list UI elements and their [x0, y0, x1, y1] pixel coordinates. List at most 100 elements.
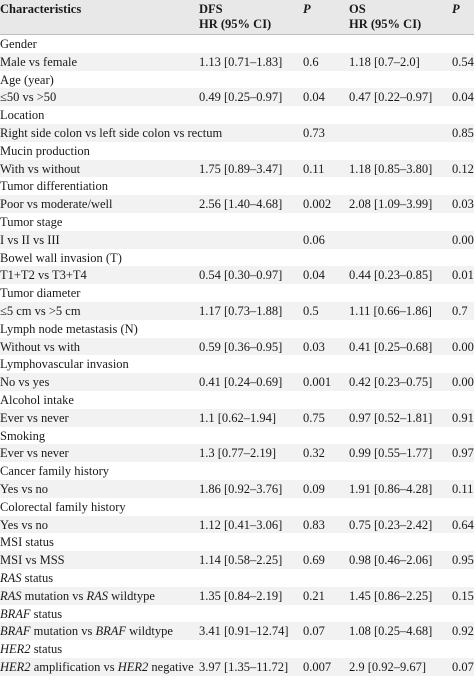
table-row: Male vs female 1.13 [0.71–1.83] 0.6 1.18 [0…	[0, 52, 474, 71]
table-row: I vs II vs III 0.06 0.001	[0, 230, 474, 249]
dfs-p-cell: 0.73	[303, 126, 325, 140]
dfs-p-cell: 0.11	[303, 161, 325, 176]
table-row: RAS mutation vs RAS wildtype 1.35 [0.84–2…	[0, 586, 474, 605]
dfs-hr-cell: 1.75 [0.89–3.47]	[199, 161, 283, 176]
dfs-hr-cell: 1.12 [0.41–3.06]	[199, 517, 283, 532]
row-label: BRAF status	[0, 607, 62, 621]
row-label: RAS mutation vs RAS wildtype	[0, 589, 155, 603]
os-hr-cell: 0.99 [0.55–1.77]	[349, 446, 433, 461]
row-label: HER2 status	[0, 642, 62, 656]
dfs-p-cell: 0.32	[303, 446, 325, 461]
table-row: Ever vs never 1.1 [0.62–1.94] 0.75 0.97 [0.…	[0, 408, 474, 427]
os-p-cell: 0.85	[452, 126, 474, 140]
os-p-cell: 0.12	[452, 161, 474, 176]
row-label: Age (year)	[0, 72, 54, 87]
os-hr-cell: 1.08 [0.25–4.68]	[349, 624, 433, 639]
dfs-hr-cell: 1.86 [0.92–3.76]	[199, 482, 283, 496]
row-label: MSI vs MSS	[0, 553, 65, 568]
label-text: negative	[148, 660, 194, 674]
label-text: amplification vs	[30, 660, 118, 674]
table-row: Without vs with 0.59 [0.36–0.95] 0.03 0.41 …	[0, 337, 474, 356]
os-hr-cell: 2.08 [1.09–3.99]	[349, 197, 433, 212]
os-hr-cell: 1.91 [0.86–4.28]	[349, 482, 433, 496]
label-text: wildtype	[126, 624, 173, 639]
row-label: RAS status	[0, 571, 53, 585]
table-header: Characteristics DFS HR (95% CI) P OS HR …	[0, 0, 474, 35]
dfs-p-cell: 0.04	[303, 268, 325, 283]
dfs-hr-cell: 1.1 [0.62–1.94]	[199, 410, 277, 425]
header-dfs: DFS	[199, 2, 223, 16]
row-label: Lymphovascular invasion	[0, 357, 129, 372]
row-label: Tumor diameter	[0, 286, 81, 301]
os-p-cell: 0.92	[452, 624, 474, 639]
dfs-hr-cell: 0.49 [0.25–0.97]	[199, 90, 283, 105]
dfs-hr-cell: 1.3 [0.77–2.19]	[199, 446, 277, 461]
table-row: Yes vs no 1.12 [0.41–3.06] 0.83 0.75 [0.23–…	[0, 515, 474, 534]
table-row: Alcohol intake	[0, 391, 474, 409]
os-p-cell: 0.03	[452, 197, 474, 212]
os-hr-cell: 0.97 [0.52–1.81]	[349, 410, 433, 425]
table-row: T1+T2 vs T3+T4 0.54 [0.30–0.97] 0.04 0.44 […	[0, 266, 474, 285]
os-p-cell: 0.54	[452, 54, 474, 69]
row-label: ≤50 vs >50	[0, 90, 57, 105]
table-row: Tumor differentiation	[0, 177, 474, 195]
gene-name: HER2	[0, 642, 31, 657]
row-label: HER2 amplification vs HER2 negative	[0, 660, 194, 674]
dfs-p-cell: 0.09	[303, 482, 325, 496]
dfs-p-cell: 0.06	[303, 232, 325, 247]
gene-name: BRAF	[0, 624, 31, 639]
dfs-hr-cell: 1.13 [0.71–1.83]	[199, 54, 283, 69]
os-hr-cell: 1.18 [0.7–2.0]	[349, 54, 420, 69]
label-text: wildtype	[108, 588, 155, 603]
table-row: Ever vs never 1.3 [0.77–2.19] 0.32 0.99 [0.…	[0, 444, 474, 463]
row-label: Mucin production	[0, 143, 90, 158]
label-text: status	[30, 606, 63, 621]
row-label: Cancer family history	[0, 464, 109, 479]
table-row: Bowel wall invasion (T)	[0, 249, 474, 267]
table-row: ≤50 vs >50 0.49 [0.25–0.97] 0.04 0.47 [0.22…	[0, 88, 474, 107]
row-label: Gender	[0, 37, 37, 51]
row-label: Yes vs no	[0, 482, 49, 496]
os-hr-cell: 1.11 [0.66–1.86]	[349, 304, 432, 318]
os-hr-cell: 1.18 [0.85–3.80]	[349, 161, 433, 176]
table-row: Age (year)	[0, 71, 474, 89]
os-p-cell: 0.97	[452, 446, 474, 461]
os-p-cell: 0.15	[452, 588, 474, 603]
row-label: ≤5 cm vs >5 cm	[0, 304, 81, 318]
dfs-p-cell: 0.04	[303, 90, 325, 105]
label-text: status	[30, 642, 63, 657]
label-text: mutation vs	[30, 624, 96, 639]
table-row: MSI status	[0, 533, 474, 551]
table-row: Right side colon vs left side colon vs r…	[0, 124, 474, 142]
os-p-cell: 0.07	[452, 660, 474, 674]
gene-name: RAS	[0, 588, 22, 603]
row-label: BRAF mutation vs BRAF wildtype	[0, 624, 173, 638]
table-row: Gender	[0, 35, 474, 53]
dfs-hr-cell: 3.41 [0.91–12.74]	[199, 624, 289, 639]
header-p-os: P	[452, 2, 460, 16]
table-row: RAS status	[0, 569, 474, 587]
os-hr-cell: 0.41 [0.25–0.68]	[349, 339, 433, 354]
os-hr-cell: 0.42 [0.23–0.75]	[349, 375, 433, 390]
dfs-p-cell: 0.002	[303, 197, 332, 212]
label-text: status	[21, 571, 54, 585]
os-p-cell: 0.001	[452, 339, 474, 354]
row-label: Ever vs never	[0, 446, 69, 461]
dfs-hr-cell: 3.97 [1.35–11.72]	[199, 660, 289, 674]
os-p-cell: 0.64	[452, 517, 474, 532]
row-label: Ever vs never	[0, 410, 69, 425]
dfs-p-cell: 0.21	[303, 588, 325, 603]
header-p-dfs: P	[303, 2, 311, 16]
row-label: Smoking	[0, 428, 46, 443]
os-hr-cell: 1.45 [0.86–2.25]	[349, 588, 433, 603]
row-label: With vs without	[0, 161, 81, 176]
row-label: Right side colon vs left side colon vs r…	[0, 126, 223, 140]
gene-name: RAS	[86, 588, 108, 603]
os-p-cell: 0.001	[452, 375, 474, 390]
os-p-cell: 0.91	[452, 410, 474, 425]
header-os-hr: HR (95% CI)	[349, 17, 422, 31]
table-row: With vs without 1.75 [0.89–3.47] 0.11 1.18 …	[0, 159, 474, 178]
dfs-p-cell: 0.001	[303, 375, 332, 390]
table-row: BRAF status	[0, 605, 474, 623]
dfs-p-cell: 0.83	[303, 517, 325, 532]
